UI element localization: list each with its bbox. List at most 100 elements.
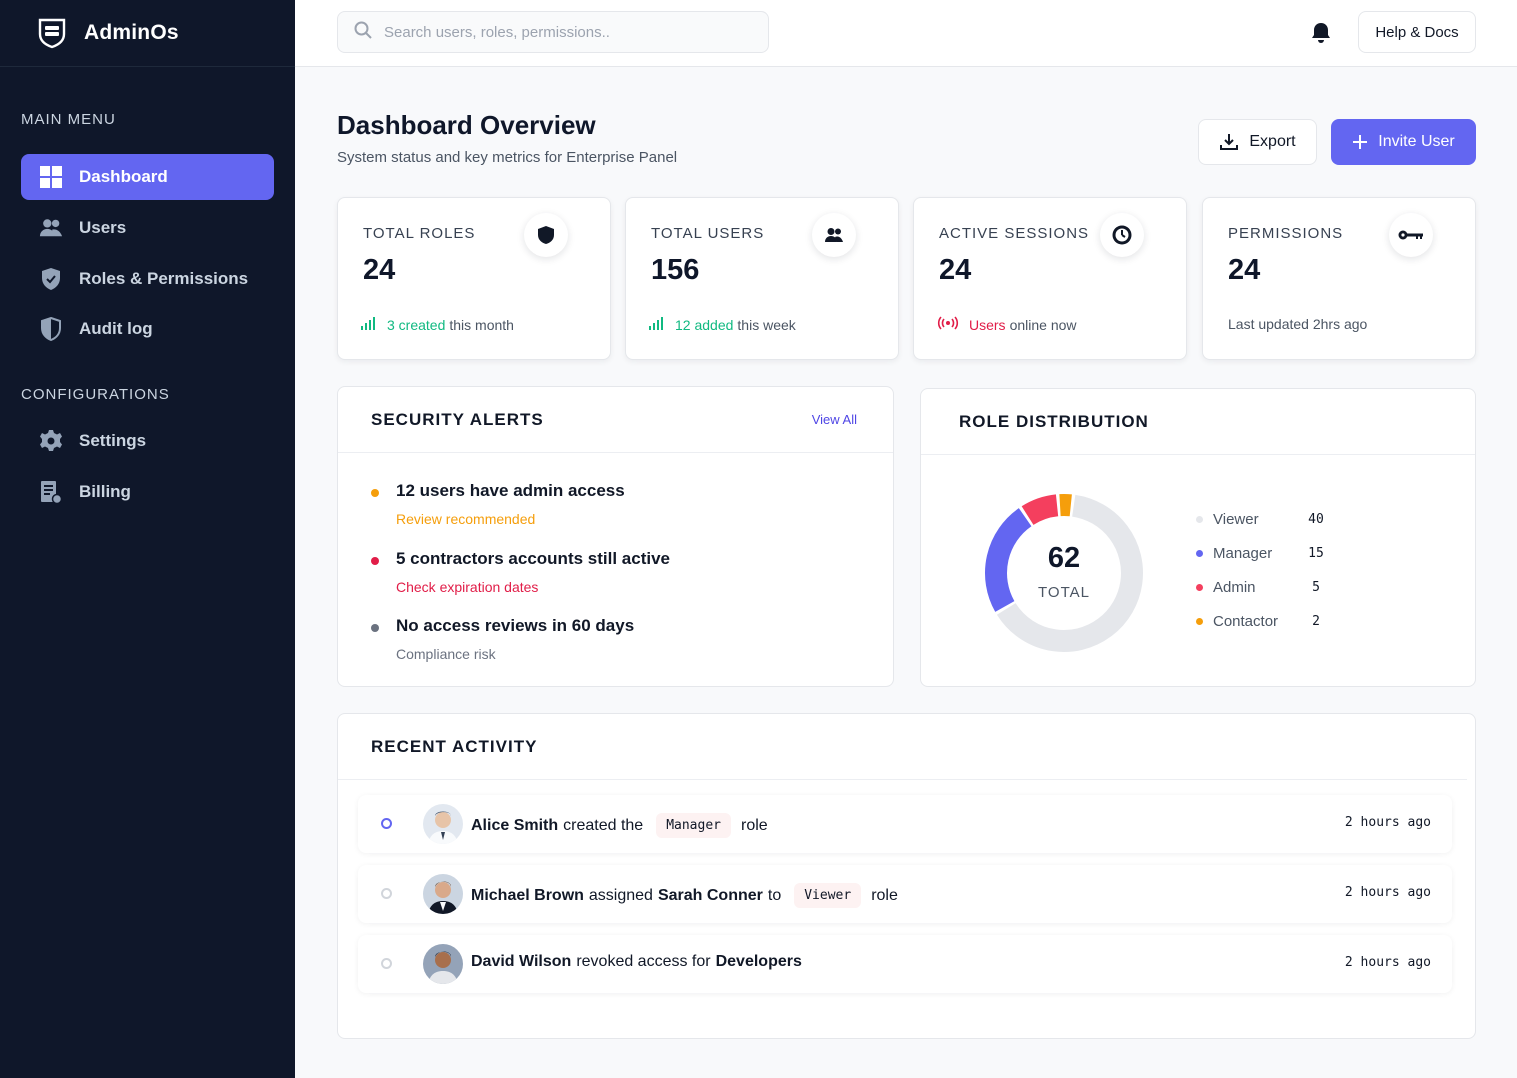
sidebar-item-roles-permissions[interactable]: Roles & Permissions xyxy=(21,256,274,302)
recent-activity-panel: RECENT ACTIVITY Alice Smith created the … xyxy=(337,713,1476,1039)
donut-total-label: TOTAL xyxy=(1038,584,1090,601)
main-menu-label: MAIN MENU xyxy=(21,111,116,128)
legend-dot xyxy=(1196,584,1203,591)
download-icon xyxy=(1219,132,1239,152)
search-input[interactable] xyxy=(384,23,744,41)
shield-icon xyxy=(39,267,63,291)
panel-title: RECENT ACTIVITY xyxy=(371,736,538,756)
panel-title: ROLE DISTRIBUTION xyxy=(959,411,1149,431)
legend-label: Admin xyxy=(1213,579,1256,596)
stat-value: 24 xyxy=(939,254,972,286)
stat-footer: 3 created this month xyxy=(361,316,514,333)
panel-header: ROLE DISTRIBUTION xyxy=(921,389,1475,455)
sidebar-item-settings[interactable]: Settings xyxy=(21,418,274,464)
legend-value: 40 xyxy=(1308,512,1324,527)
stat-label: TOTAL USERS xyxy=(651,225,765,242)
legend-value: 5 xyxy=(1312,580,1320,595)
gear-icon xyxy=(39,429,63,453)
stat-card-total-users: TOTAL USERS 156 12 added this week xyxy=(625,197,899,360)
activity-text: Michael Brown assigned Sarah Conner to V… xyxy=(471,883,898,908)
role-distribution-panel: ROLE DISTRIBUTION 62 TOTAL Viewer 40 Man… xyxy=(920,388,1476,687)
legend-item-viewer: Viewer 40 xyxy=(1196,511,1331,528)
activity-suffix: role xyxy=(741,816,768,834)
sidebar-item-audit-log[interactable]: Audit log xyxy=(21,306,274,352)
search-box[interactable] xyxy=(337,11,769,53)
broadcast-icon xyxy=(937,316,959,333)
legend-dot xyxy=(1196,516,1203,523)
sidebar-item-label: Users xyxy=(79,218,127,237)
activity-time: 2 hours ago xyxy=(1344,955,1431,970)
status-ring-icon xyxy=(381,818,392,829)
activity-row[interactable]: Alice Smith created the Manager role 2 h… xyxy=(358,795,1452,853)
avatar xyxy=(423,944,463,984)
brand-name: AdminOs xyxy=(84,21,179,44)
stat-card-active-sessions: ACTIVE SESSIONS 24 Users online now xyxy=(913,197,1187,360)
avatar xyxy=(423,874,463,914)
server-logo-icon xyxy=(36,17,68,49)
alert-subtitle: Compliance risk xyxy=(396,646,496,662)
activity-text: David Wilson revoked access for Develope… xyxy=(471,953,802,971)
panel-header: RECENT ACTIVITY xyxy=(338,714,1467,780)
stat-footer: Users online now xyxy=(937,316,1077,333)
activity-suffix: role xyxy=(871,886,898,904)
timer-icon xyxy=(1100,213,1144,257)
legend-dot xyxy=(1196,550,1203,557)
legend-item-contactor: Contactor 2 xyxy=(1196,613,1331,630)
stat-label: TOTAL ROLES xyxy=(363,225,476,242)
alert-subtitle: Check expiration dates xyxy=(396,579,539,595)
alert-title: 12 users have admin access xyxy=(396,481,625,500)
chart-bars-icon xyxy=(361,316,377,333)
stat-label: ACTIVE SESSIONS xyxy=(939,225,1090,242)
panel-header: SECURITY ALERTS View All xyxy=(338,387,893,453)
sidebar-item-label: Settings xyxy=(79,431,147,450)
stat-footer-accent: 12 added xyxy=(675,316,734,333)
bell-icon[interactable] xyxy=(1308,20,1334,46)
sidebar-item-label: Audit log xyxy=(79,319,153,338)
alert-dot xyxy=(371,557,379,565)
role-badge: Manager xyxy=(656,813,731,838)
sidebar-item-label: Billing xyxy=(79,482,131,501)
invite-user-label: Invite User xyxy=(1378,133,1455,150)
grid-icon xyxy=(39,165,63,189)
stat-label: PERMISSIONS xyxy=(1228,225,1344,242)
legend-value: 15 xyxy=(1308,546,1324,561)
brand[interactable]: AdminOs xyxy=(0,0,295,67)
role-badge: Viewer xyxy=(794,883,862,908)
stat-footer-text: Last updated 2hrs ago xyxy=(1228,316,1368,332)
top-bar: Help & Docs xyxy=(295,0,1517,67)
export-button[interactable]: Export xyxy=(1198,119,1317,165)
stat-footer-accent: 3 created xyxy=(387,316,446,333)
legend-item-admin: Admin 5 xyxy=(1196,579,1331,596)
stat-value: 24 xyxy=(1228,254,1261,286)
alert-title: 5 contractors accounts still active xyxy=(396,549,670,568)
shield-icon xyxy=(524,213,568,257)
stat-value: 24 xyxy=(363,254,396,286)
alert-subtitle: Review recommended xyxy=(396,511,536,527)
activity-actor: Alice Smith xyxy=(471,816,559,834)
stat-footer-text: this week xyxy=(737,316,796,333)
alert-dot xyxy=(371,489,379,497)
invite-user-button[interactable]: Invite User xyxy=(1331,119,1476,165)
stat-footer-text: this month xyxy=(449,316,514,333)
sidebar-item-billing[interactable]: Billing xyxy=(21,469,274,515)
activity-connector: to xyxy=(767,886,782,904)
alert-dot xyxy=(371,624,379,632)
shield-half-icon xyxy=(39,317,63,341)
activity-row[interactable]: David Wilson revoked access for Develope… xyxy=(358,935,1452,993)
activity-target: Developers xyxy=(715,953,802,970)
stat-footer-text: online now xyxy=(1009,316,1077,333)
activity-row[interactable]: Michael Brown assigned Sarah Conner to V… xyxy=(358,865,1452,923)
chart-bars-icon xyxy=(649,316,665,333)
sidebar-item-users[interactable]: Users xyxy=(21,205,274,251)
panel-title: SECURITY ALERTS xyxy=(371,409,544,429)
invoice-icon xyxy=(39,480,63,504)
view-all-link[interactable]: View All xyxy=(811,412,857,427)
sidebar-item-dashboard[interactable]: Dashboard xyxy=(21,154,274,200)
activity-time: 2 hours ago xyxy=(1344,885,1431,900)
page-subtitle: System status and key metrics for Enterp… xyxy=(337,149,678,166)
users-icon xyxy=(39,216,63,240)
sidebar-item-label: Roles & Permissions xyxy=(79,269,249,288)
stat-footer: Last updated 2hrs ago xyxy=(1228,316,1367,332)
activity-text: Alice Smith created the Manager role xyxy=(471,813,768,838)
help-docs-button[interactable]: Help & Docs xyxy=(1358,11,1476,53)
